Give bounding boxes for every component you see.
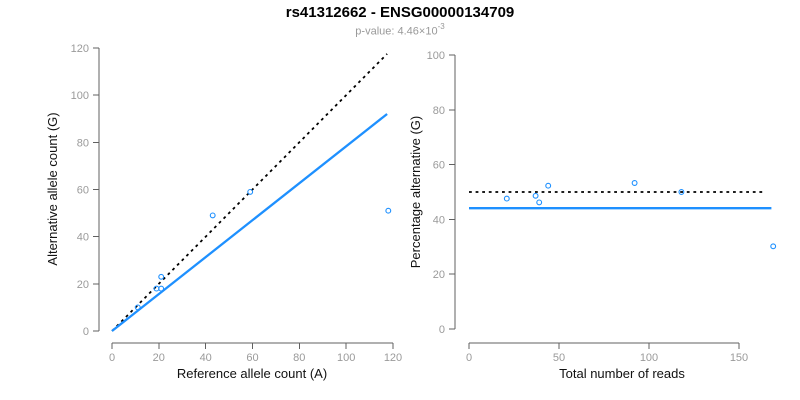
y-axis-title: Alternative allele count (G) (45, 112, 60, 265)
y-tick-label: 100 (71, 90, 89, 102)
page-title: rs41312662 - ENSG00000134709 (285, 4, 515, 21)
x-tick-label: 100 (337, 352, 355, 364)
data-point (536, 199, 543, 206)
x-tick-label: 80 (293, 352, 305, 364)
x-axis-title: Total number of reads (559, 366, 685, 381)
pvalue-label: p-value: 4.46×10 (355, 25, 438, 38)
y-tick-label: 0 (83, 326, 89, 338)
y-tick-label: 0 (439, 324, 445, 336)
x-tick-label: 50 (553, 352, 565, 364)
data-point (134, 304, 141, 311)
y-tick-label: 60 (77, 185, 89, 197)
y-tick-label: 40 (77, 232, 89, 244)
data-point (247, 188, 254, 195)
y-axis-title: Percentage alternative (G) (408, 116, 423, 268)
y-tick-label: 40 (433, 214, 445, 226)
data-point (503, 195, 510, 202)
data-point (158, 285, 165, 292)
data-point (158, 273, 165, 280)
y-tick-label: 20 (433, 269, 445, 281)
x-tick-label: 60 (246, 352, 258, 364)
y-tick-label: 80 (77, 137, 89, 149)
data-point (770, 243, 777, 250)
y-tick-label: 60 (433, 160, 445, 172)
x-tick-label: 120 (384, 352, 402, 364)
data-point (532, 192, 539, 199)
y-tick-label: 100 (427, 50, 445, 62)
fitted-proportion-line (111, 113, 388, 332)
data-point (678, 189, 685, 195)
pvalue-exponent: -3 (437, 22, 445, 31)
x-tick-label: 0 (466, 352, 472, 364)
y-tick-label: 80 (433, 105, 445, 117)
y-tick-label: 120 (71, 43, 89, 55)
identity-line (111, 53, 388, 332)
x-tick-label: 150 (730, 352, 748, 364)
x-tick-label: 100 (640, 352, 658, 364)
allele-count-scatter: 0 20 40 60 80 100 120 0 20 40 60 80 100 120 Reference … (45, 43, 402, 381)
data-point (209, 212, 216, 219)
pvalue-subtitle: p-value: 4.46×10-3 (0, 22, 800, 38)
data-point (385, 207, 392, 214)
x-tick-label: 40 (200, 352, 212, 364)
x-tick-label: 0 (109, 352, 115, 364)
x-axis-title: Reference allele count (A) (177, 366, 327, 381)
data-point (631, 180, 638, 186)
x-tick-label: 20 (153, 352, 165, 364)
y-tick-label: 20 (77, 279, 89, 291)
percentage-scatter: 0 20 40 60 80 100 0 50 100 150 Total number of rea… (408, 50, 777, 381)
data-point (545, 182, 552, 189)
